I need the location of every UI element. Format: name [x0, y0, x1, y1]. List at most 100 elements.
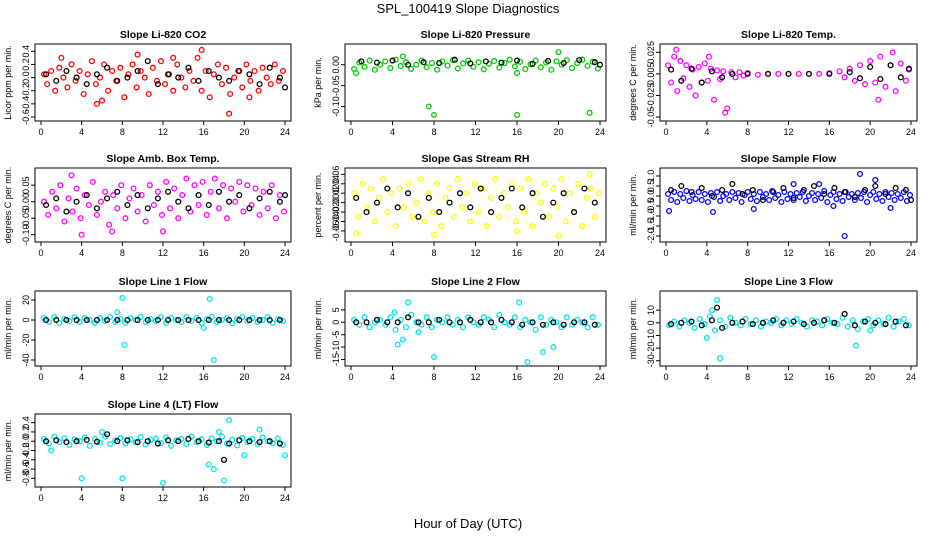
data-point	[479, 185, 486, 192]
overlay-point	[739, 318, 746, 325]
data-point	[81, 192, 88, 199]
overlay-point	[236, 67, 243, 75]
overlay-point	[226, 198, 233, 205]
y-tick-label: 0.06	[331, 166, 341, 184]
overlay-point	[154, 81, 161, 88]
data-point	[117, 64, 124, 71]
overlay-point	[698, 79, 705, 86]
data-point	[713, 67, 721, 74]
data-point	[224, 215, 231, 222]
data-point	[683, 187, 690, 195]
overlay-point	[114, 316, 121, 324]
x-tick-label: 20	[239, 493, 249, 503]
data-point	[213, 438, 220, 445]
overlay-point	[749, 321, 756, 328]
data-point	[696, 315, 703, 323]
overlay-point	[114, 188, 121, 195]
y-tick-label: 20	[21, 295, 31, 305]
data-point	[183, 440, 190, 448]
data-point	[876, 190, 883, 198]
data-point	[259, 434, 266, 441]
data-point	[93, 211, 100, 218]
data-point	[240, 208, 247, 215]
data-point	[134, 51, 141, 58]
data-point	[366, 57, 373, 64]
overlay-point	[729, 70, 736, 77]
plot-frame	[659, 290, 918, 367]
x-tick-label: 8	[120, 493, 125, 503]
overlay-point	[508, 185, 515, 192]
data-point	[766, 196, 773, 204]
data-point	[666, 207, 673, 215]
overlay-point	[53, 77, 60, 84]
overlay-point	[281, 84, 289, 91]
overlay-point	[373, 199, 380, 206]
overlay-point	[276, 74, 283, 81]
y-tick-label: 0.05	[21, 176, 31, 194]
data-point	[40, 71, 48, 78]
data-point	[506, 56, 513, 63]
data-point	[533, 190, 540, 197]
data-point	[203, 211, 210, 218]
data-point	[392, 56, 399, 63]
data-point	[579, 56, 586, 63]
data-point	[756, 188, 763, 196]
data-point	[818, 194, 825, 202]
data-point	[137, 67, 144, 75]
data-point	[695, 188, 702, 196]
data-point	[371, 66, 378, 73]
y-tick-label: 0.4	[21, 45, 31, 58]
x-tick-label: 12	[470, 248, 480, 258]
data-point	[231, 74, 238, 81]
y-axis-label: degrees C per min.	[628, 44, 638, 121]
x-tick-label: 24	[280, 493, 290, 503]
data-point	[222, 64, 230, 71]
data-point	[413, 199, 420, 206]
overlay-point	[482, 58, 489, 65]
data-point	[121, 94, 128, 101]
x-tick-label: 0	[663, 248, 668, 258]
data-point	[889, 49, 896, 56]
data-point	[906, 191, 914, 199]
data-point	[243, 61, 250, 68]
overlay-point	[831, 184, 838, 192]
overlay-point	[124, 74, 131, 81]
data-point	[226, 417, 233, 424]
overlay-point	[43, 71, 50, 78]
data-point	[159, 228, 167, 235]
overlay-point	[144, 58, 151, 65]
y-tick-label: -0.05	[646, 107, 656, 128]
data-point	[280, 208, 288, 215]
y-tick-label: 0.5	[646, 180, 656, 193]
panel-9: Slope Line 3 Flow 0 4 8 12 16 20 24 -30-20-10 0 10…	[628, 276, 918, 382]
data-point	[399, 53, 406, 60]
data-point	[168, 442, 175, 449]
data-point	[852, 342, 859, 349]
data-point	[553, 58, 560, 65]
data-point	[269, 319, 276, 327]
data-point	[211, 175, 218, 182]
overlay-point	[154, 440, 161, 447]
data-point	[97, 198, 105, 205]
data-point	[198, 87, 205, 94]
overlay-point	[513, 57, 521, 64]
data-point	[434, 180, 441, 187]
overlay-point	[905, 65, 913, 72]
overlay-point	[256, 81, 263, 88]
data-point	[255, 87, 262, 94]
data-point	[867, 327, 874, 334]
overlay-point	[436, 60, 443, 67]
data-point	[224, 440, 231, 447]
y-tick-label: 1.0	[646, 170, 656, 183]
data-point	[382, 58, 389, 65]
data-point	[542, 321, 550, 328]
x-tick-label: 4	[79, 248, 84, 258]
data-point	[188, 317, 195, 325]
data-point	[856, 62, 864, 69]
data-point	[703, 334, 710, 342]
x-tick-label: 12	[783, 372, 793, 382]
data-point	[444, 314, 451, 321]
overlay-point	[519, 321, 526, 328]
data-point	[844, 323, 851, 330]
